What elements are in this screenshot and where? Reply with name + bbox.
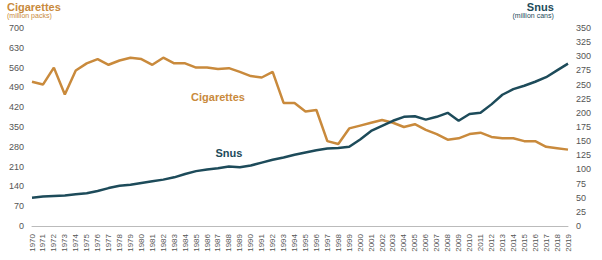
svg-text:1974: 1974 — [71, 233, 80, 251]
svg-text:1977: 1977 — [104, 233, 113, 251]
svg-text:700: 700 — [9, 23, 24, 33]
svg-text:630: 630 — [9, 43, 24, 53]
svg-text:2019: 2019 — [564, 233, 573, 251]
svg-text:200: 200 — [576, 108, 591, 118]
svg-text:1975: 1975 — [82, 233, 91, 251]
svg-text:1979: 1979 — [126, 233, 135, 251]
svg-text:1973: 1973 — [60, 233, 69, 251]
svg-text:1980: 1980 — [137, 233, 146, 251]
svg-text:2009: 2009 — [454, 233, 463, 251]
svg-text:(million cans): (million cans) — [513, 12, 554, 20]
svg-text:1970: 1970 — [28, 233, 37, 251]
svg-text:1982: 1982 — [159, 233, 168, 251]
svg-text:275: 275 — [576, 65, 591, 75]
svg-text:2004: 2004 — [399, 233, 408, 251]
svg-text:300: 300 — [576, 51, 591, 61]
svg-text:2017: 2017 — [542, 233, 551, 251]
svg-text:2002: 2002 — [378, 233, 387, 251]
svg-text:70: 70 — [14, 201, 24, 211]
svg-text:1991: 1991 — [257, 233, 266, 251]
svg-text:2014: 2014 — [509, 233, 518, 251]
svg-text:560: 560 — [9, 63, 24, 73]
svg-text:1993: 1993 — [279, 233, 288, 251]
svg-text:Snus: Snus — [527, 1, 554, 13]
svg-text:1981: 1981 — [148, 233, 157, 251]
svg-text:490: 490 — [9, 82, 24, 92]
svg-text:2003: 2003 — [388, 233, 397, 251]
svg-text:Cigarettes: Cigarettes — [191, 91, 245, 103]
svg-text:25: 25 — [576, 207, 586, 217]
svg-text:125: 125 — [576, 150, 591, 160]
svg-text:1999: 1999 — [345, 233, 354, 251]
svg-text:420: 420 — [9, 102, 24, 112]
svg-text:175: 175 — [576, 122, 591, 132]
svg-text:2012: 2012 — [487, 233, 496, 251]
svg-text:280: 280 — [9, 142, 24, 152]
svg-text:1983: 1983 — [170, 233, 179, 251]
svg-text:1986: 1986 — [203, 233, 212, 251]
svg-text:1987: 1987 — [213, 233, 222, 251]
svg-text:2016: 2016 — [531, 233, 540, 251]
svg-text:2005: 2005 — [410, 233, 419, 251]
svg-text:Cigarettes: Cigarettes — [7, 1, 61, 13]
svg-text:2013: 2013 — [498, 233, 507, 251]
svg-text:0: 0 — [576, 221, 581, 231]
svg-text:1994: 1994 — [290, 233, 299, 251]
svg-text:1984: 1984 — [181, 233, 190, 251]
svg-text:1995: 1995 — [301, 233, 310, 251]
svg-text:325: 325 — [576, 37, 591, 47]
svg-text:1988: 1988 — [224, 233, 233, 251]
svg-text:2006: 2006 — [421, 233, 430, 251]
svg-text:1992: 1992 — [268, 233, 277, 251]
svg-text:1976: 1976 — [93, 233, 102, 251]
svg-text:140: 140 — [9, 181, 24, 191]
svg-text:100: 100 — [576, 164, 591, 174]
svg-text:2018: 2018 — [553, 233, 562, 251]
svg-text:2010: 2010 — [465, 233, 474, 251]
svg-text:0: 0 — [19, 221, 24, 231]
svg-text:350: 350 — [576, 23, 591, 33]
svg-text:250: 250 — [576, 80, 591, 90]
svg-text:2000: 2000 — [356, 233, 365, 251]
svg-text:2007: 2007 — [432, 233, 441, 251]
svg-text:1978: 1978 — [115, 233, 124, 251]
svg-text:2011: 2011 — [476, 233, 485, 251]
svg-text:225: 225 — [576, 94, 591, 104]
svg-text:75: 75 — [576, 179, 586, 189]
svg-text:150: 150 — [576, 136, 591, 146]
svg-text:(million packs): (million packs) — [7, 12, 52, 20]
svg-text:2001: 2001 — [367, 233, 376, 251]
svg-text:50: 50 — [576, 193, 586, 203]
svg-text:2008: 2008 — [443, 233, 452, 251]
svg-text:Snus: Snus — [215, 147, 242, 159]
svg-text:2015: 2015 — [520, 233, 529, 251]
svg-text:210: 210 — [9, 162, 24, 172]
svg-text:1985: 1985 — [192, 233, 201, 251]
svg-text:350: 350 — [9, 122, 24, 132]
svg-text:1971: 1971 — [38, 233, 47, 251]
svg-text:1990: 1990 — [246, 233, 255, 251]
svg-text:1996: 1996 — [312, 233, 321, 251]
svg-text:1998: 1998 — [334, 233, 343, 251]
svg-text:1972: 1972 — [49, 233, 58, 251]
svg-text:1989: 1989 — [235, 233, 244, 251]
svg-text:1997: 1997 — [323, 233, 332, 251]
